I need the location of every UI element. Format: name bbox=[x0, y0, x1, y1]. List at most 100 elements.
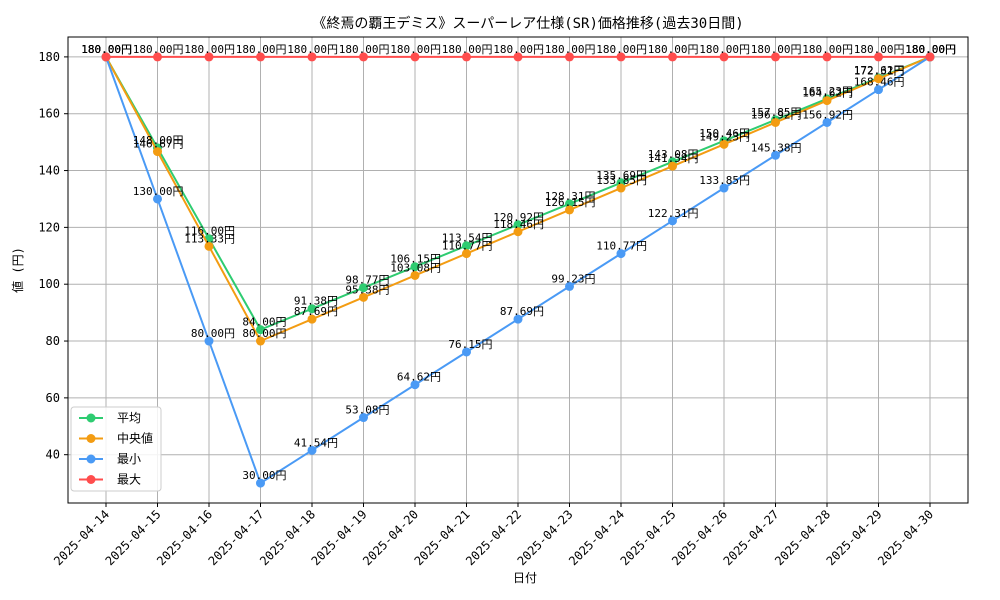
data-label: 180.00円 bbox=[339, 43, 390, 56]
data-label: 110.77円 bbox=[442, 240, 493, 253]
data-point bbox=[513, 314, 523, 324]
data-label: 41.54円 bbox=[294, 436, 338, 449]
legend-entry: 最大 bbox=[117, 473, 141, 487]
data-point bbox=[101, 52, 111, 62]
data-label: 180.00円 bbox=[596, 43, 647, 56]
data-point bbox=[719, 139, 729, 149]
data-point bbox=[513, 52, 523, 62]
data-point bbox=[307, 445, 317, 455]
data-point bbox=[822, 96, 832, 106]
data-point bbox=[410, 270, 420, 280]
data-label: 116.00円 bbox=[184, 225, 235, 238]
data-label: 180.00円 bbox=[81, 43, 132, 56]
y-tick-label: 120 bbox=[38, 220, 60, 234]
data-label: 84.00円 bbox=[242, 316, 286, 329]
data-point bbox=[256, 478, 265, 488]
data-label: 180.00円 bbox=[545, 43, 596, 56]
data-label: 180.00円 bbox=[81, 43, 132, 56]
data-point bbox=[359, 52, 368, 62]
y-tick-label: 140 bbox=[38, 164, 60, 178]
data-point bbox=[256, 52, 265, 62]
data-point bbox=[616, 52, 626, 62]
data-label: 172.62円 bbox=[854, 64, 905, 77]
legend-entry: 最小 bbox=[117, 452, 141, 466]
data-point bbox=[204, 336, 214, 346]
data-point bbox=[874, 85, 883, 95]
data-point bbox=[462, 52, 471, 62]
data-point bbox=[359, 292, 368, 302]
data-label: 180.00円 bbox=[699, 43, 750, 56]
chart-title: 《終焉の覇王デミス》スーパーレア仕様(SR)価格推移(過去30日間) bbox=[312, 15, 743, 32]
data-point bbox=[410, 52, 420, 62]
data-label: 128.31円 bbox=[545, 190, 596, 203]
data-point bbox=[256, 325, 265, 335]
data-point bbox=[565, 281, 574, 291]
data-label: 148.00円 bbox=[133, 134, 184, 147]
legend-marker bbox=[86, 454, 96, 464]
data-label: 180.00円 bbox=[905, 43, 956, 56]
data-point bbox=[822, 117, 832, 127]
data-label: 180.00円 bbox=[184, 43, 235, 56]
data-label: 180.00円 bbox=[905, 43, 956, 56]
data-label: 87.69円 bbox=[500, 305, 544, 318]
data-label: 180.00円 bbox=[905, 43, 956, 56]
data-point bbox=[513, 227, 523, 237]
data-label: 133.85円 bbox=[596, 174, 647, 187]
legend-box bbox=[70, 406, 162, 492]
y-tick-label: 180 bbox=[38, 50, 60, 64]
data-label: 165.23円 bbox=[802, 85, 853, 98]
data-point bbox=[256, 336, 265, 346]
data-label: 146.67円 bbox=[133, 138, 184, 151]
y-tick-label: 60 bbox=[46, 391, 60, 405]
data-point bbox=[719, 52, 729, 62]
data-label: 180.00円 bbox=[133, 43, 184, 56]
data-label: 106.15円 bbox=[390, 253, 441, 266]
data-label: 87.69円 bbox=[294, 305, 338, 318]
data-point bbox=[616, 249, 626, 259]
data-point bbox=[719, 183, 729, 193]
data-point bbox=[874, 74, 883, 84]
data-label: 103.08円 bbox=[390, 261, 441, 274]
data-label: 110.77円 bbox=[596, 240, 647, 253]
data-label: 180.00円 bbox=[905, 43, 956, 56]
x-axis-label: 日付 bbox=[513, 571, 537, 585]
y-tick-label: 160 bbox=[38, 107, 60, 121]
data-point bbox=[359, 283, 368, 293]
data-label: 126.15円 bbox=[545, 196, 596, 209]
data-label: 113.54円 bbox=[442, 232, 493, 245]
data-label: 64.62円 bbox=[397, 371, 441, 384]
data-label: 180.00円 bbox=[442, 43, 493, 56]
data-point bbox=[153, 147, 162, 157]
data-label: 180.00円 bbox=[81, 43, 132, 56]
data-point bbox=[462, 249, 471, 259]
data-point bbox=[771, 117, 780, 127]
data-label: 120.92円 bbox=[493, 211, 544, 224]
data-label: 149.23円 bbox=[699, 130, 750, 143]
data-label: 180.00円 bbox=[236, 43, 287, 56]
data-point bbox=[822, 52, 832, 62]
y-tick-label: 100 bbox=[38, 277, 60, 291]
data-point bbox=[204, 241, 214, 251]
data-label: 180.00円 bbox=[390, 43, 441, 56]
data-label: 180.00円 bbox=[802, 43, 853, 56]
data-label: 180.00円 bbox=[648, 43, 699, 56]
data-point bbox=[153, 194, 162, 204]
data-label: 98.77円 bbox=[345, 274, 389, 287]
data-label: 180.00円 bbox=[854, 43, 905, 56]
data-point bbox=[616, 183, 626, 193]
legend-marker bbox=[86, 475, 96, 484]
data-label: 80.00円 bbox=[191, 327, 235, 340]
data-point bbox=[565, 52, 574, 62]
data-label: 157.85円 bbox=[751, 106, 802, 119]
data-label: 91.38円 bbox=[294, 295, 338, 308]
data-point bbox=[668, 52, 677, 62]
legend-entry: 中央値 bbox=[117, 431, 153, 446]
data-label: 99.23円 bbox=[551, 272, 595, 285]
data-label: 118.46円 bbox=[493, 218, 544, 231]
data-label: 80.00円 bbox=[242, 327, 286, 340]
y-tick-label: 80 bbox=[46, 334, 60, 348]
data-label: 76.15円 bbox=[448, 338, 492, 351]
